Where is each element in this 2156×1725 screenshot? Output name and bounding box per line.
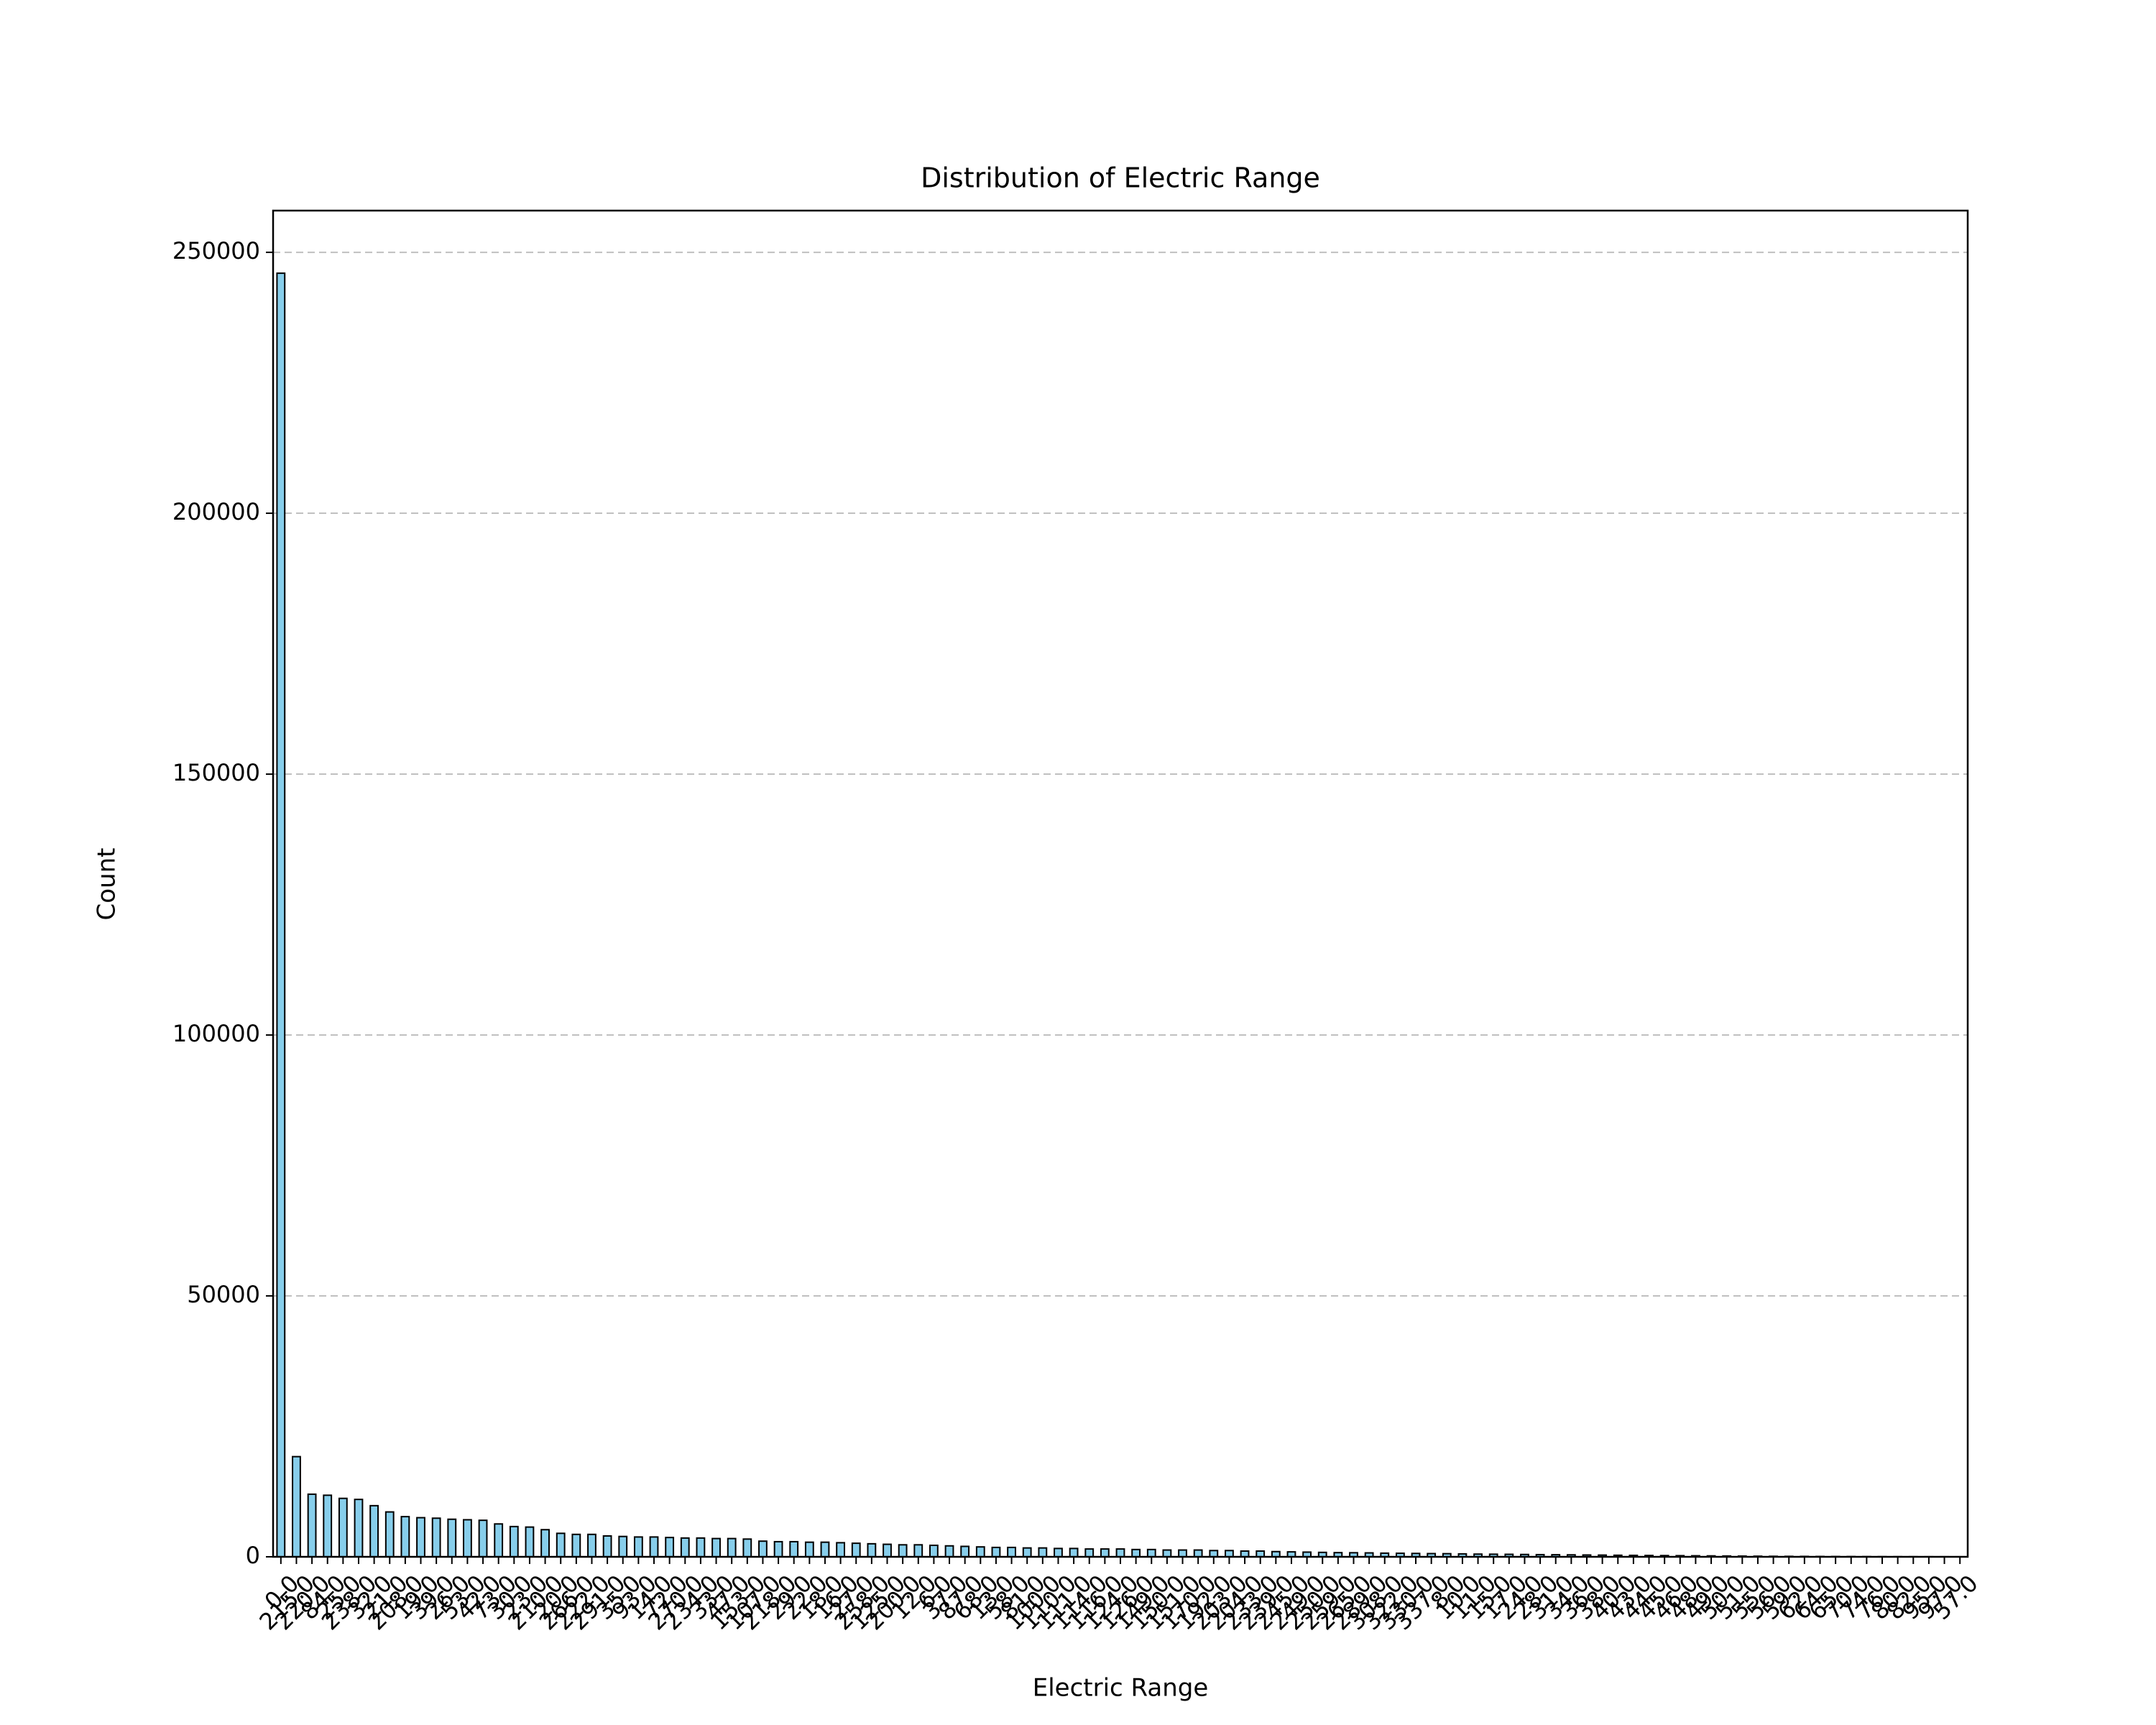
bar	[820, 1541, 830, 1558]
bar	[1193, 1549, 1203, 1558]
bar	[727, 1537, 737, 1558]
bar	[400, 1516, 410, 1558]
bar	[369, 1504, 379, 1558]
bar	[773, 1540, 783, 1558]
bar	[556, 1532, 566, 1558]
bar	[494, 1523, 504, 1558]
bar	[742, 1538, 752, 1558]
chart-title: Distribution of Electric Range	[921, 162, 1320, 194]
bar	[354, 1499, 364, 1558]
bar	[665, 1537, 675, 1558]
bar	[1146, 1548, 1156, 1558]
bar	[883, 1543, 892, 1558]
bar	[540, 1529, 550, 1558]
bar	[649, 1536, 659, 1558]
bar	[804, 1541, 814, 1558]
bar	[789, 1540, 799, 1558]
bar	[929, 1545, 939, 1558]
bar	[944, 1545, 954, 1558]
plot-frame	[272, 209, 1969, 1558]
bar	[447, 1518, 457, 1558]
bar	[696, 1537, 706, 1558]
bar	[292, 1455, 301, 1558]
bar	[633, 1536, 643, 1558]
y-tick-label: 200000	[172, 498, 260, 525]
bar	[431, 1517, 441, 1558]
bar	[1100, 1548, 1110, 1558]
bar	[836, 1542, 846, 1558]
bar	[416, 1517, 425, 1558]
x-axis-label: Electric Range	[1033, 1674, 1209, 1703]
y-axis-label: Count	[93, 848, 121, 921]
y-tick-label: 50000	[187, 1281, 260, 1308]
bar	[1069, 1547, 1079, 1558]
bar	[1225, 1550, 1234, 1558]
bar	[898, 1544, 908, 1558]
bar	[1115, 1548, 1125, 1558]
y-tick-label: 150000	[172, 759, 260, 786]
bar	[1162, 1549, 1172, 1558]
bar	[509, 1525, 519, 1558]
bar	[463, 1519, 472, 1558]
bar	[1178, 1549, 1187, 1558]
bar	[602, 1535, 612, 1558]
bar	[1007, 1546, 1016, 1558]
bar	[680, 1537, 690, 1558]
bar	[1131, 1548, 1141, 1558]
y-tick-label: 250000	[172, 237, 260, 264]
bar	[913, 1544, 923, 1558]
bar	[1209, 1550, 1219, 1558]
bar	[587, 1533, 596, 1558]
bar	[1084, 1548, 1095, 1558]
bar	[867, 1542, 877, 1558]
y-tick-label: 0	[246, 1542, 260, 1569]
bar	[323, 1494, 333, 1558]
bar	[618, 1535, 628, 1558]
bar	[571, 1533, 581, 1558]
bar	[276, 272, 286, 1558]
bar	[991, 1546, 1001, 1558]
bar	[384, 1511, 395, 1558]
bar	[758, 1540, 768, 1558]
bar	[851, 1542, 861, 1558]
y-tick-label: 100000	[172, 1020, 260, 1047]
bar	[1022, 1547, 1032, 1558]
bar	[338, 1497, 348, 1558]
bar	[960, 1545, 970, 1558]
bar	[478, 1519, 488, 1558]
bar	[1038, 1547, 1048, 1558]
bar	[975, 1546, 985, 1558]
bar	[307, 1493, 317, 1558]
bar	[1054, 1547, 1063, 1558]
bar	[525, 1526, 535, 1558]
bar	[711, 1537, 721, 1558]
